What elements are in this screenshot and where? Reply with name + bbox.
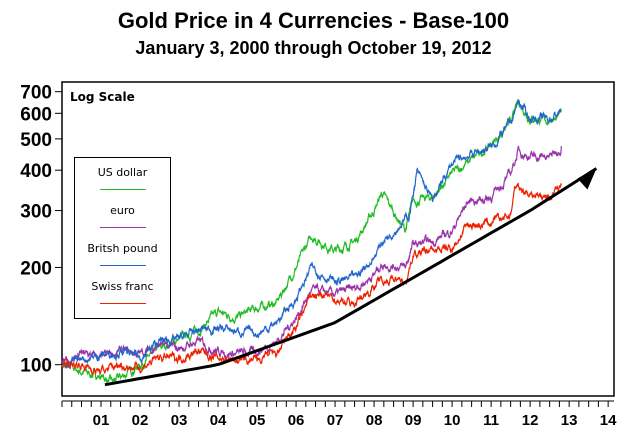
series-line-euro: [61, 145, 562, 367]
legend: US dollar euro Britsh pound Swiss franc: [74, 157, 171, 319]
x-tick-label: 09: [405, 412, 422, 429]
x-tick-label: 11: [483, 412, 499, 429]
y-tick-label: 600: [20, 104, 52, 125]
x-tick-label: 08: [366, 412, 383, 429]
plot-frame: [61, 81, 615, 397]
x-tick-label: 02: [132, 412, 149, 429]
y-tick-label: 700: [20, 83, 52, 104]
legend-item-eur: euro: [75, 196, 170, 234]
legend-item-usd: US dollar: [75, 158, 170, 196]
y-tick-label: 500: [20, 130, 52, 151]
legend-item-gbp: Britsh pound: [75, 234, 170, 272]
chart-subtitle: January 3, 2000 through October 19, 2012: [135, 38, 492, 58]
x-tick-label: 01: [93, 412, 110, 429]
x-tick-label: 13: [561, 412, 578, 429]
y-tick-label: 400: [20, 161, 52, 182]
x-tick-label: 10: [444, 412, 461, 429]
series-line-britsh-pound: [61, 99, 562, 369]
trend-arrow-head: [577, 168, 597, 190]
x-tick-label: 03: [171, 412, 188, 429]
x-tick-label: 12: [522, 412, 539, 429]
log-scale-label: Log Scale: [70, 90, 135, 104]
chart-title: Gold Price in 4 Currencies - Base-100: [117, 8, 510, 33]
y-tick-label: 100: [20, 356, 52, 377]
x-tick-label: 05: [249, 412, 266, 429]
trend-arrow-line: [104, 167, 598, 387]
x-tick-label: 04: [210, 412, 227, 429]
y-tick-label: 200: [20, 258, 52, 279]
legend-item-chf: Swiss franc: [75, 272, 170, 310]
x-tick-label: 14: [600, 412, 617, 429]
series-line-swiss-franc: [61, 182, 562, 376]
x-tick-label: 07: [327, 412, 344, 429]
x-tick-label: 06: [288, 412, 305, 429]
y-tick-label: 300: [20, 202, 52, 223]
